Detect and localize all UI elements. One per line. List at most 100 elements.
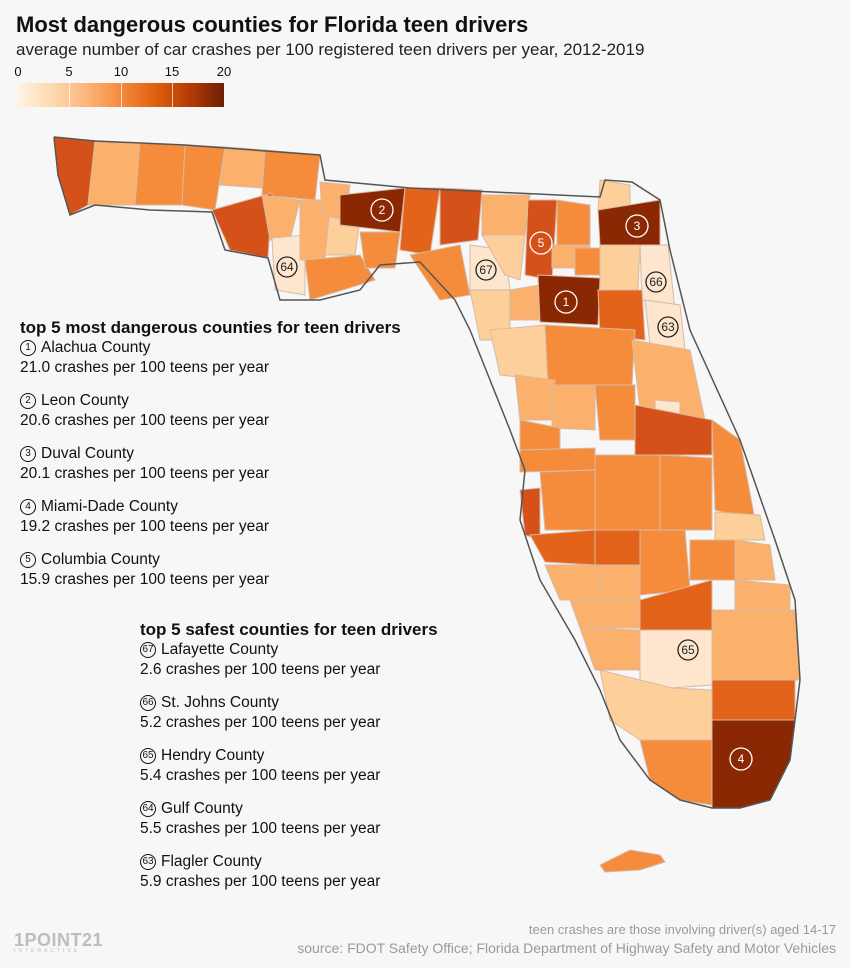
svg-text:66: 66 [649,275,663,289]
svg-text:2: 2 [379,203,386,217]
county-st-lucie [734,539,776,581]
list-item: 66 St. Johns County 5.2 crashes per 100 t… [140,693,380,733]
map-marker-3: 3 [625,214,649,238]
brand-logo: 1POINT21 INTERACTIVE [14,930,103,954]
county-sumter [551,384,596,431]
rank-badge: 4 [20,499,36,515]
county-alachua [537,274,601,326]
county-lake [594,384,636,441]
rank-badge: 66 [140,695,156,711]
county-jefferson [399,187,441,256]
map-marker-67: 67 [475,259,497,281]
map-marker-63: 63 [657,316,679,338]
county-leon [339,187,406,233]
map-marker-5: 5 [529,231,553,255]
rank-badge: 5 [20,552,36,568]
list-item: 2 Leon County 20.6 crashes per 100 teens … [20,391,269,431]
svg-text:4: 4 [738,752,745,766]
county-name: Flagler County [161,853,262,870]
legend-tick: 5 [65,64,73,79]
county-brevard [711,419,756,521]
svg-text:65: 65 [681,643,695,657]
rank-badge: 64 [140,801,156,817]
svg-text:63: 63 [661,320,675,334]
svg-text:67: 67 [479,263,493,277]
crash-rate: 2.6 crashes per 100 teens per year [140,661,381,678]
county-okeechobee [689,539,736,581]
county-palm-beach [711,609,801,681]
crash-rate: 5.2 crashes per 100 teens per year [140,714,381,731]
county-pasco [519,447,596,473]
county-name: Gulf County [161,800,243,817]
map-marker-64: 64 [276,256,298,278]
map-markers: 1 2 3 4 5 67 66 65 64 63 [276,198,753,771]
list-item: 67 Lafayette County 2.6 crashes per 100 t… [140,640,380,680]
county-hendry [639,629,713,689]
county-wakulla [359,231,401,269]
county-putnam [597,289,646,341]
map-marker-4: 4 [729,747,753,771]
map-marker-2: 2 [370,198,394,222]
county-baker [556,199,591,246]
county-walton [181,144,226,211]
county-franklin [304,254,376,301]
list-item: 65 Hendry County 5.4 crashes per 100 teen… [140,746,380,786]
county-highlands [639,529,691,596]
list-item: 63 Flagler County 5.9 crashes per 100 tee… [140,852,380,892]
crash-rate: 19.2 crashes per 100 teens per year [20,518,270,535]
crash-rate: 5.5 crashes per 100 teens per year [140,820,381,837]
color-legend: 0 5 10 15 20 [14,64,232,109]
county-charlotte [569,599,641,629]
map-title: Most dangerous counties for Florida teen… [16,12,529,37]
legend-tick: 15 [164,64,180,79]
legend-tick: 0 [14,64,22,79]
county-gulf [271,234,306,296]
county-citrus [514,374,556,421]
svg-text:5: 5 [538,236,545,250]
county-lee [579,627,641,671]
list-item: 3 Duval County 20.1 crashes per 100 teens… [20,444,269,484]
county-hamilton [481,194,531,236]
map-marker-1: 1 [554,290,578,314]
source-note: source: FDOT Safety Office; Florida Depa… [297,940,836,956]
county-name: Hendry County [161,747,265,764]
county-sarasota [544,564,601,601]
county-santa-rosa [87,140,141,206]
county-monroe-mainland [639,739,713,806]
county-desoto [599,564,641,601]
map-marker-65: 65 [677,639,699,661]
county-marion [544,324,636,386]
dangerous-heading: top 5 most dangerous counties for teen d… [20,318,401,337]
county-bradford [574,247,601,276]
svg-text:1: 1 [563,295,570,309]
county-jackson [261,149,321,201]
county-name: Duval County [41,445,135,462]
county-gilchrist [509,284,541,321]
rank-badge: 67 [140,642,156,658]
county-miami-dade [711,719,796,809]
list-item: 1 Alachua County 21.0 crashes per 100 tee… [20,338,269,378]
legend-tick: 20 [216,64,232,79]
rank-badge: 65 [140,748,156,764]
svg-text:3: 3 [634,219,641,233]
state-outline [53,136,801,809]
county-osceola [659,454,713,531]
county-polk [594,454,661,531]
list-item: 5 Columbia County 15.9 crashes per 100 te… [20,550,269,590]
crash-rate: 20.1 crashes per 100 teens per year [20,465,270,482]
crash-rate: 5.4 crashes per 100 teens per year [140,767,381,784]
county-manatee [529,529,596,566]
county-name: Miami-Dade County [41,498,178,515]
county-name: Alachua County [41,339,151,356]
crash-rate: 5.9 crashes per 100 teens per year [140,873,381,890]
county-indian-river [714,511,766,541]
county-monroe-keys [599,849,666,873]
county-madison [439,187,483,246]
county-name: Leon County [41,392,129,409]
county-clay [599,244,641,291]
county-okaloosa [134,142,186,206]
county-holmes [219,146,266,189]
county-taylor [409,244,471,301]
rank-badge: 2 [20,393,36,409]
